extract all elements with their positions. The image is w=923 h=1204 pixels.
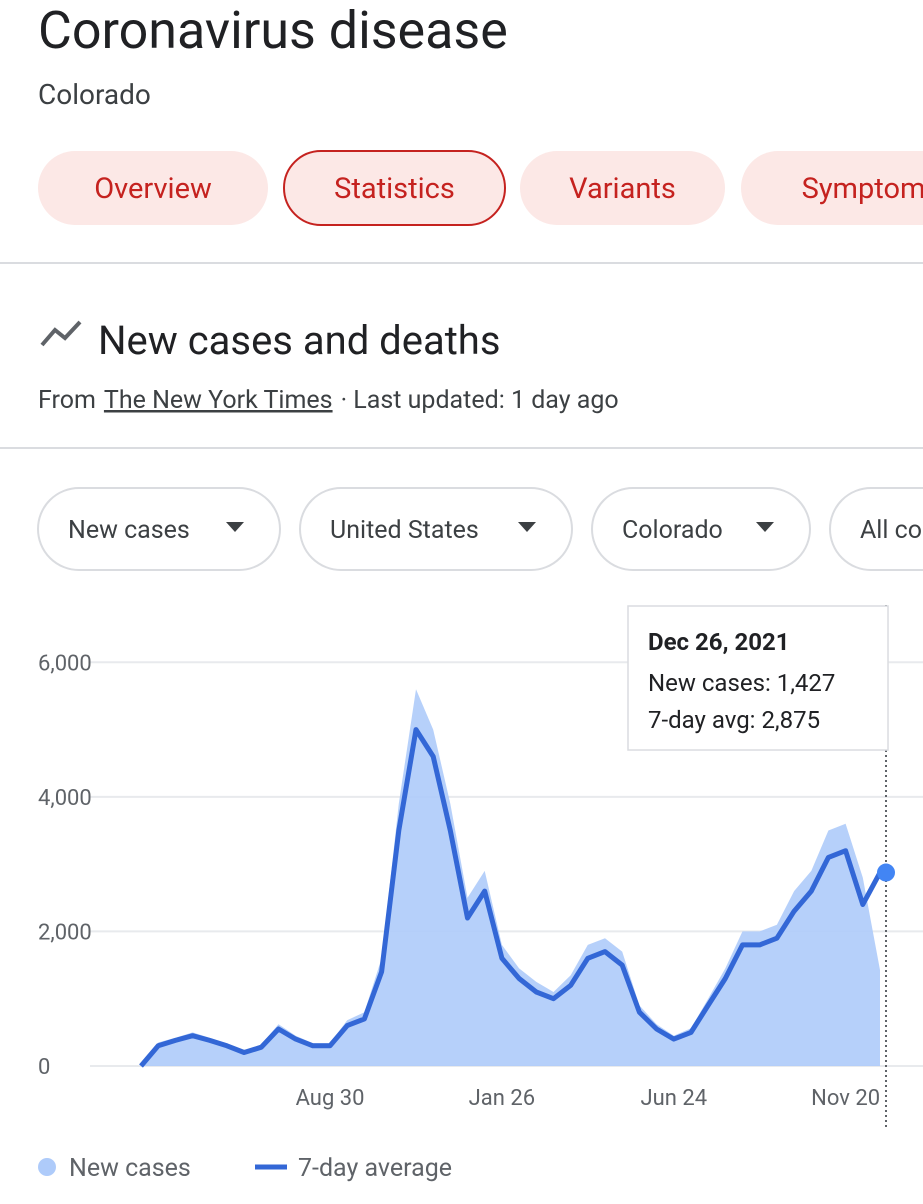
tab-label[interactable]: Overview <box>94 172 212 206</box>
filter-label[interactable]: United States <box>330 516 479 545</box>
hover-dot <box>877 863 895 882</box>
tab-label[interactable]: Symptoms <box>802 172 923 206</box>
page-title: Coronavirus disease <box>38 0 508 61</box>
dropdown-arrow <box>518 522 536 532</box>
x-tick-label: Jun 24 <box>640 1086 707 1111</box>
filter-dropdown[interactable] <box>299 487 573 571</box>
y-tick-label: 0 <box>38 1055 50 1080</box>
filter-dropdown[interactable] <box>591 487 811 571</box>
y-tick-label: 2,000 <box>38 920 92 945</box>
source-line: From The New York Times · Last updated: 1 … <box>38 386 619 415</box>
legend-label: 7-day average <box>298 1154 452 1183</box>
x-tick-label: Nov 20 <box>811 1086 880 1111</box>
dropdown-arrow <box>226 522 244 532</box>
filter-dropdown[interactable] <box>37 487 281 571</box>
legend-label: New cases <box>69 1154 191 1183</box>
new-cases-area <box>141 689 880 1066</box>
trend-icon <box>40 320 82 347</box>
filter-dropdown[interactable] <box>829 487 923 571</box>
tab-label[interactable]: Statistics <box>334 172 455 206</box>
tooltip-title: Dec 26, 2021 <box>648 628 790 656</box>
filter-label[interactable]: Colorado <box>622 516 723 545</box>
filter-label[interactable]: New cases <box>68 516 190 545</box>
dropdown-arrow <box>756 522 774 532</box>
source-suffix: · Last updated: 1 day ago <box>341 386 619 415</box>
y-tick-label: 6,000 <box>38 651 92 676</box>
tab[interactable] <box>38 151 268 225</box>
source-prefix: From <box>38 386 96 415</box>
y-tick-label: 4,000 <box>38 786 92 811</box>
subtitle: Colorado <box>38 78 151 111</box>
average-line <box>139 727 883 1068</box>
tab[interactable] <box>520 151 725 225</box>
tooltip-row: New cases: 1,427 <box>648 669 835 697</box>
legend-swatch <box>38 1158 56 1176</box>
x-tick-label: Jan 26 <box>469 1086 535 1111</box>
tab-label[interactable]: Variants <box>569 172 676 206</box>
section-title: New cases and deaths <box>98 317 500 364</box>
tab[interactable] <box>283 150 506 226</box>
tooltip-row: 7-day avg: 2,875 <box>648 706 820 734</box>
source-link[interactable]: The New York Times <box>104 386 333 415</box>
tooltip <box>627 605 889 751</box>
tab[interactable] <box>741 151 923 225</box>
x-tick-label: Aug 30 <box>296 1086 365 1111</box>
filter-label[interactable]: All counties <box>860 516 923 545</box>
